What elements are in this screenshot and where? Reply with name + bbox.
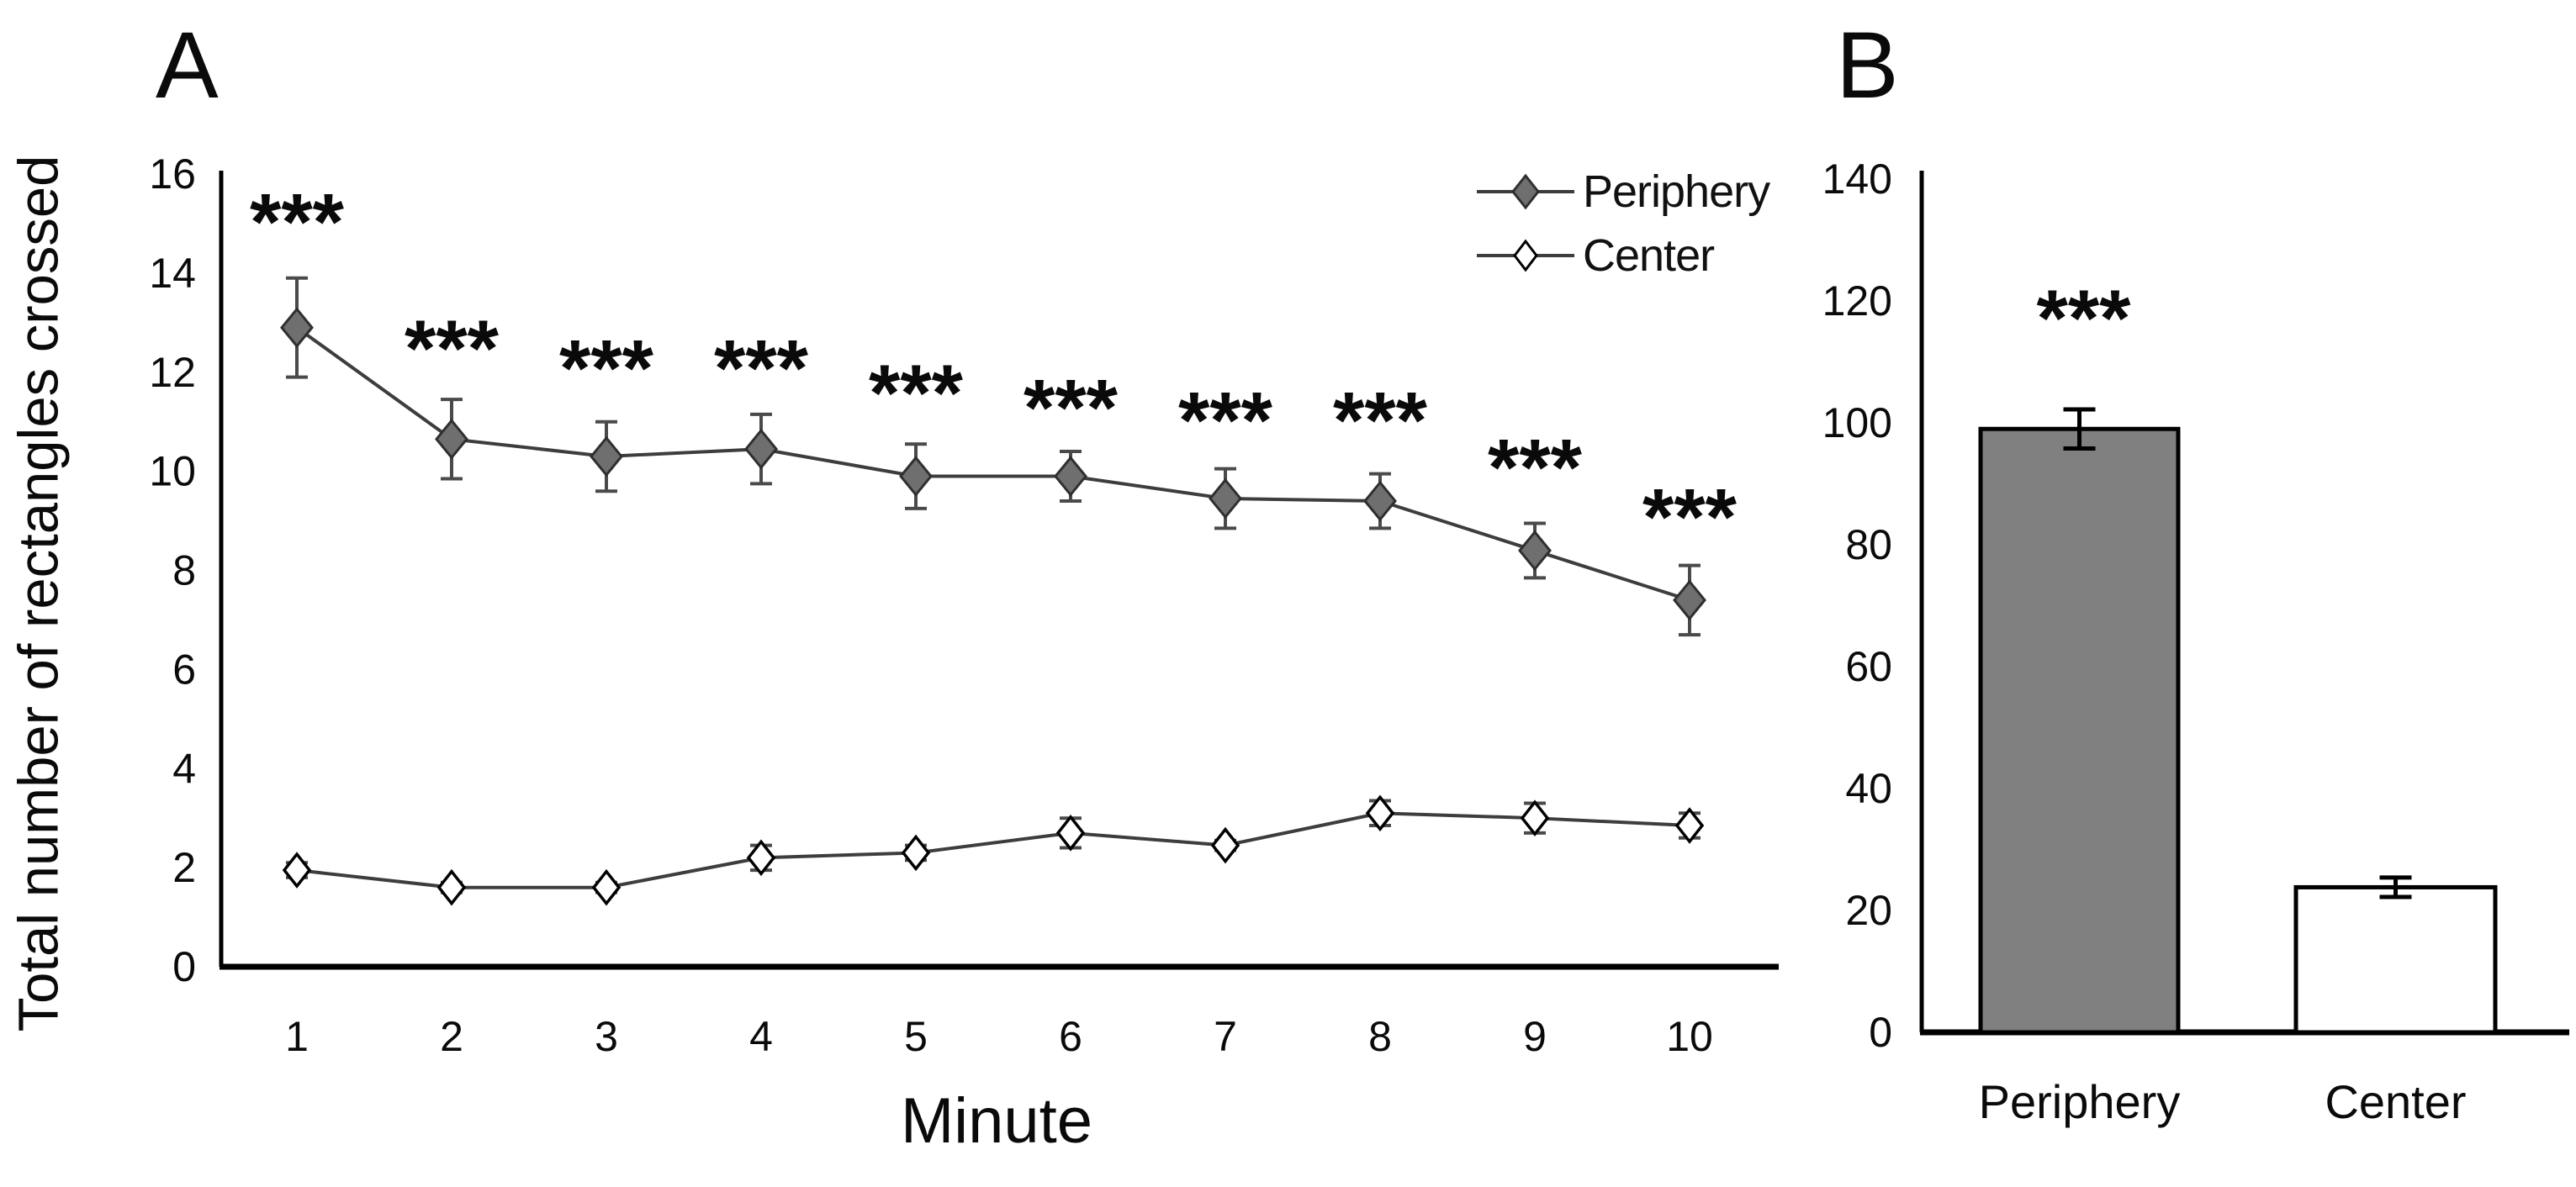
periphery-legend-marker-icon bbox=[1477, 173, 1574, 210]
svg-text:14: 14 bbox=[149, 250, 196, 297]
legend-entry-periphery: Periphery bbox=[1477, 166, 1770, 217]
svg-text:6: 6 bbox=[1059, 1013, 1082, 1060]
x-axis-label: Minute bbox=[900, 1085, 1093, 1157]
svg-text:60: 60 bbox=[1845, 643, 1892, 690]
svg-text:***: *** bbox=[1642, 472, 1738, 562]
svg-text:3: 3 bbox=[595, 1013, 618, 1060]
svg-text:10: 10 bbox=[149, 448, 196, 495]
svg-text:40: 40 bbox=[1845, 765, 1892, 812]
bar-category-label: Periphery bbox=[1979, 1075, 2181, 1128]
svg-text:4: 4 bbox=[172, 745, 196, 792]
svg-text:100: 100 bbox=[1822, 399, 1892, 446]
legend-label-center: Center bbox=[1583, 230, 1715, 281]
svg-text:***: *** bbox=[1024, 363, 1119, 453]
svg-text:***: *** bbox=[2036, 273, 2131, 363]
svg-text:***: *** bbox=[250, 177, 345, 267]
svg-text:9: 9 bbox=[1523, 1013, 1547, 1060]
svg-text:16: 16 bbox=[149, 150, 196, 198]
svg-text:***: *** bbox=[559, 324, 654, 414]
svg-text:0: 0 bbox=[1869, 1009, 1892, 1056]
svg-text:0: 0 bbox=[172, 943, 196, 990]
svg-text:6: 6 bbox=[172, 646, 196, 693]
svg-text:***: *** bbox=[1178, 376, 1273, 466]
center-legend-marker-icon bbox=[1477, 239, 1574, 272]
svg-text:5: 5 bbox=[904, 1013, 928, 1060]
svg-text:10: 10 bbox=[1666, 1013, 1713, 1060]
y-axis-label: Total number of rectangles crossed bbox=[7, 155, 71, 1032]
svg-text:***: *** bbox=[1333, 376, 1428, 466]
svg-text:***: *** bbox=[714, 324, 809, 414]
legend-entry-center: Center bbox=[1477, 230, 1769, 281]
bar-category-label: Center bbox=[2325, 1075, 2466, 1128]
svg-text:4: 4 bbox=[749, 1013, 773, 1060]
svg-text:***: *** bbox=[405, 303, 500, 393]
legend: Periphery Center bbox=[1477, 166, 1770, 296]
svg-text:120: 120 bbox=[1822, 277, 1892, 324]
svg-text:1: 1 bbox=[285, 1013, 309, 1060]
svg-text:7: 7 bbox=[1214, 1013, 1237, 1060]
legend-label-periphery: Periphery bbox=[1583, 166, 1770, 217]
svg-text:8: 8 bbox=[1368, 1013, 1392, 1060]
svg-text:12: 12 bbox=[149, 349, 196, 396]
svg-text:80: 80 bbox=[1845, 521, 1892, 568]
svg-text:***: *** bbox=[869, 349, 964, 439]
svg-text:2: 2 bbox=[172, 844, 196, 891]
svg-text:2: 2 bbox=[440, 1013, 463, 1060]
svg-text:8: 8 bbox=[172, 547, 196, 594]
panel-a-label: A bbox=[156, 13, 219, 118]
svg-text:20: 20 bbox=[1845, 887, 1892, 934]
svg-text:140: 140 bbox=[1822, 156, 1892, 203]
panel-b-label: B bbox=[1836, 13, 1899, 118]
svg-text:***: *** bbox=[1488, 423, 1583, 513]
